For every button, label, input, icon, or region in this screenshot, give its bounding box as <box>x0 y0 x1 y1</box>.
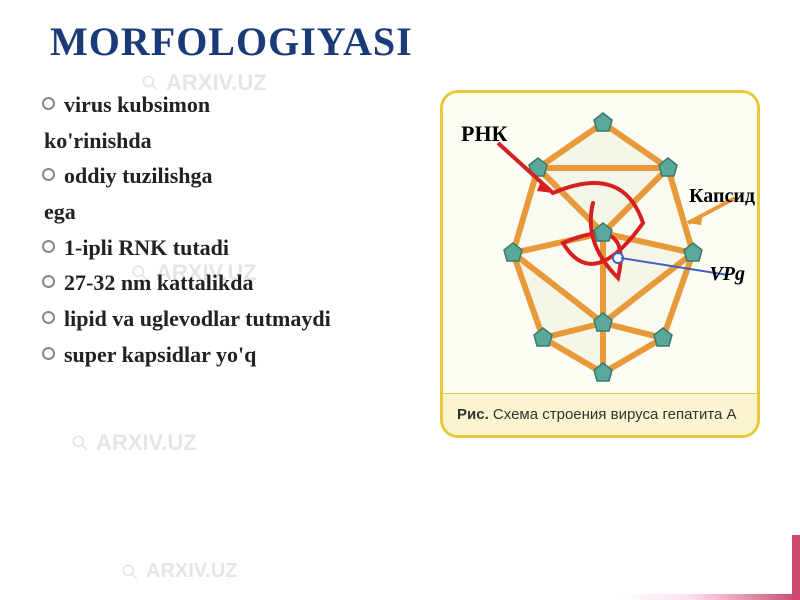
accent-right-bar <box>792 535 800 600</box>
content-area: virus kubsimon ko'rinishda oddiy tuzilishg… <box>0 65 800 438</box>
accent-bottom-bar <box>620 594 800 600</box>
page-title: MORFOLOGIYASI <box>0 0 800 65</box>
figure-column: РНК Капсид VPg Рис. Схема строения вирус… <box>420 90 780 438</box>
magnifier-icon <box>120 562 140 582</box>
bullet-item: 1-ipli RNK tutadi <box>40 233 400 263</box>
caption-text: Схема строения вируса гепатита А <box>493 406 737 423</box>
bullet-column: virus kubsimon ko'rinishda oddiy tuzilishg… <box>40 90 400 438</box>
label-rnk: РНК <box>461 121 508 147</box>
bullet-item: 27-32 nm kattalikda <box>40 268 400 298</box>
label-vpg: VPg <box>709 263 745 286</box>
bullet-item: super kapsidlar yo'q <box>40 340 400 370</box>
bullet-continuation: ega <box>40 197 400 227</box>
virus-figure: РНК Капсид VPg Рис. Схема строения вирус… <box>440 90 760 438</box>
figure-caption: Рис. Схема строения вируса гепатита А <box>443 393 757 435</box>
virus-diagram: РНК Капсид VPg <box>443 93 757 393</box>
bullet-continuation: ko'rinishda <box>40 126 400 156</box>
label-kapsid: Капсид <box>689 185 755 208</box>
caption-label: Рис. <box>457 406 489 423</box>
bullet-item: oddiy tuzilishga <box>40 161 400 191</box>
watermark: ARXIV.UZ <box>120 560 238 583</box>
bullet-item: lipid va uglevodlar tutmaydi <box>40 304 400 334</box>
bullet-item: virus kubsimon <box>40 90 400 120</box>
bullet-list: virus kubsimon ko'rinishda oddiy tuzilishg… <box>40 90 400 370</box>
